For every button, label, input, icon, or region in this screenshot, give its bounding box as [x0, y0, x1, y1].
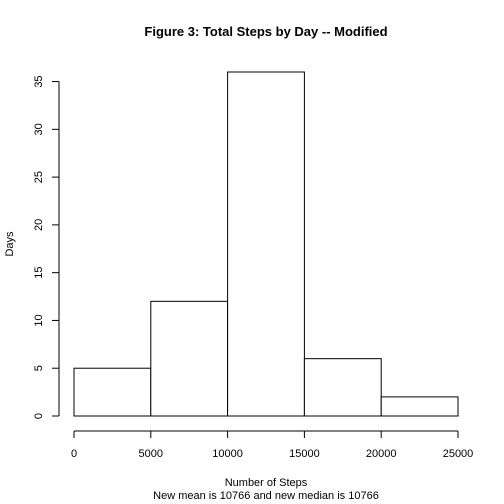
x-tick-label-5: 25000 — [443, 448, 474, 460]
y-tick-label-4: 20 — [33, 219, 45, 231]
y-tick-label-6: 30 — [33, 123, 45, 135]
chart-subtitle: New mean is 10766 and new median is 1076… — [153, 490, 379, 502]
x-tick-label-2: 10000 — [212, 448, 243, 460]
x-tick-label-0: 0 — [71, 448, 77, 460]
y-tick-label-0: 0 — [33, 413, 45, 419]
histogram-bar-3 — [304, 359, 381, 416]
histogram-bar-2 — [228, 72, 305, 416]
y-tick-label-5: 25 — [33, 171, 45, 183]
x-axis-label: Number of Steps — [225, 477, 308, 489]
y-tick-label-1: 5 — [33, 365, 45, 371]
x-axis: 0 5000 10000 15000 20000 25000 — [71, 431, 473, 460]
chart-title: Figure 3: Total Steps by Day -- Modified — [144, 24, 387, 39]
histogram-bar-0 — [74, 368, 151, 416]
histogram-bar-4 — [381, 397, 458, 416]
y-tick-label-3: 15 — [33, 267, 45, 279]
y-tick-label-2: 10 — [33, 314, 45, 326]
y-tick-label-7: 35 — [33, 75, 45, 87]
histogram-bar-1 — [151, 301, 228, 416]
x-tick-label-4: 20000 — [366, 448, 397, 460]
bars-group — [74, 72, 458, 416]
y-axis: 0 5 10 15 20 25 30 35 — [33, 75, 59, 419]
y-axis-label: Days — [4, 231, 16, 257]
x-tick-label-3: 15000 — [289, 448, 320, 460]
x-tick-label-1: 5000 — [139, 448, 163, 460]
